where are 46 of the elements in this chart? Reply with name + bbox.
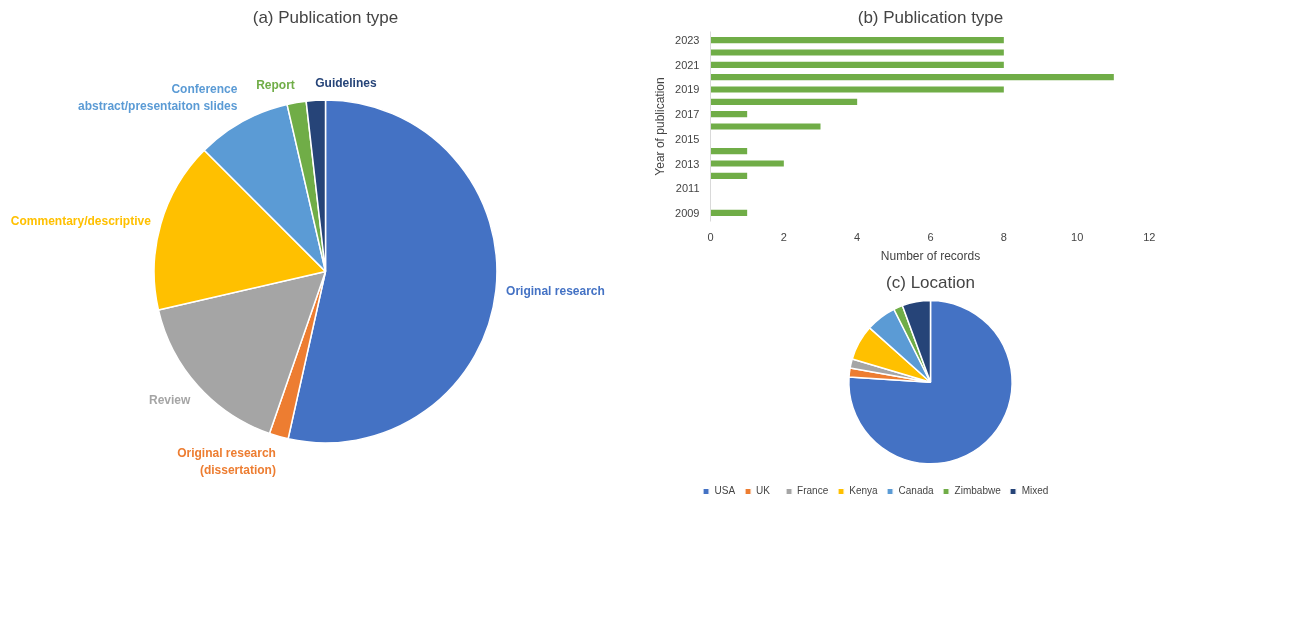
bar bbox=[710, 49, 1004, 56]
y-tick-label: 2009 bbox=[675, 206, 700, 219]
x-axis-title: Number of records bbox=[880, 248, 981, 263]
legend-label: Mixed bbox=[1021, 485, 1049, 496]
legend-label: USA bbox=[714, 485, 736, 496]
slice-label: Report bbox=[256, 78, 295, 93]
y-tick-label: 2015 bbox=[675, 132, 700, 145]
bar bbox=[710, 111, 748, 118]
x-tick-label: 6 bbox=[927, 230, 934, 243]
bar bbox=[710, 74, 1114, 81]
legend-label: Kenya bbox=[849, 485, 878, 496]
bar bbox=[710, 37, 1004, 44]
y-tick-label: 2013 bbox=[675, 157, 700, 170]
slice-label: Original research bbox=[506, 284, 605, 299]
y-axis-title: Year of publication bbox=[653, 77, 668, 176]
bar bbox=[710, 123, 821, 130]
bar bbox=[710, 160, 784, 167]
y-tick-label: 2019 bbox=[675, 83, 700, 96]
slice-label: Commentary/descriptive bbox=[10, 214, 152, 229]
legend-label: Canada bbox=[898, 485, 934, 496]
slice-label: Conference abstract/presentaiton slides bbox=[78, 81, 238, 113]
bar bbox=[710, 172, 748, 179]
y-tick-label: 2017 bbox=[675, 108, 700, 121]
x-tick-label: 10 bbox=[1071, 230, 1084, 243]
chart-title: (b) Publication type bbox=[857, 7, 1004, 27]
chart-title: (c) Location bbox=[886, 272, 975, 292]
bar bbox=[710, 148, 748, 155]
slice-label: Review bbox=[148, 392, 191, 407]
y-tick-label: 2011 bbox=[675, 182, 700, 195]
bar bbox=[710, 98, 858, 105]
y-tick-label: 2021 bbox=[675, 58, 700, 71]
y-tick-label: 2023 bbox=[675, 34, 700, 47]
x-tick-label: 8 bbox=[1000, 230, 1007, 243]
slice-label: Guidelines bbox=[315, 76, 377, 91]
bar bbox=[710, 61, 1004, 68]
legend-label: Zimbabwe bbox=[954, 485, 1001, 496]
slice-label: Original research (dissertation) bbox=[177, 446, 276, 478]
x-tick-label: 0 bbox=[707, 230, 714, 243]
legend-label: UK bbox=[756, 485, 771, 496]
bar bbox=[710, 209, 748, 216]
legend-label: France bbox=[797, 485, 829, 496]
x-tick-label: 2 bbox=[780, 230, 787, 243]
bar bbox=[710, 86, 1004, 93]
x-tick-label: 4 bbox=[854, 230, 861, 243]
chart-title: (a) Publication type bbox=[252, 7, 399, 27]
x-tick-label: 12 bbox=[1143, 230, 1156, 243]
